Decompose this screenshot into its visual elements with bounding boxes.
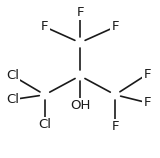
Text: Cl: Cl <box>38 118 51 131</box>
Text: F: F <box>76 6 84 19</box>
Text: F: F <box>144 68 151 81</box>
Text: F: F <box>41 20 48 33</box>
Text: Cl: Cl <box>6 93 19 106</box>
Text: F: F <box>144 96 151 109</box>
Text: OH: OH <box>70 99 90 112</box>
Text: F: F <box>112 120 119 133</box>
Text: F: F <box>112 20 119 33</box>
Text: Cl: Cl <box>6 69 19 82</box>
